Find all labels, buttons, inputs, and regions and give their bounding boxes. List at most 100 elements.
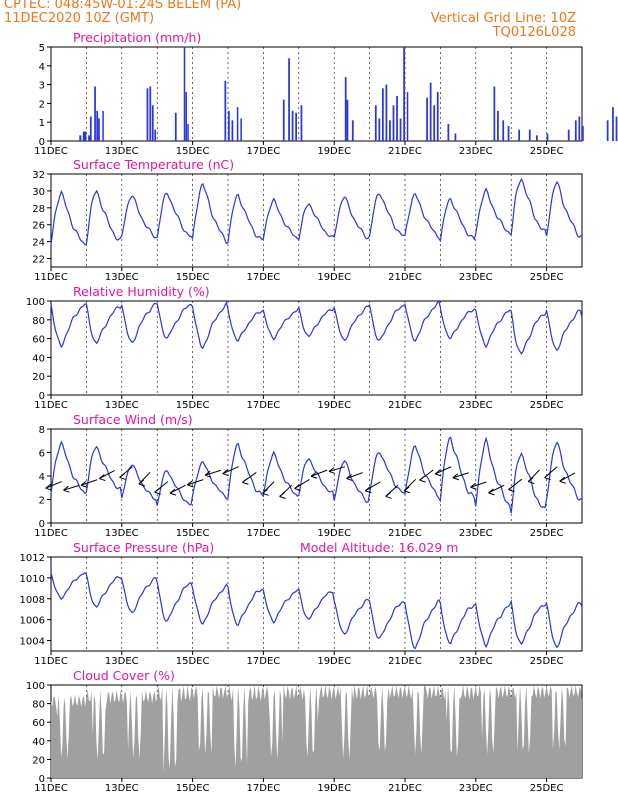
precip-bar	[351, 120, 354, 141]
wind-arrow-head	[154, 487, 161, 495]
y-tick-label: 22	[32, 255, 45, 266]
precip-bar	[102, 110, 104, 141]
x-tick-label: 23DEC	[459, 146, 493, 157]
precip-bar	[535, 135, 538, 141]
wind-arrow	[204, 469, 222, 476]
precip-bar	[497, 110, 499, 141]
precip-bar	[240, 118, 242, 141]
model-altitude-note: Model Altitude: 16.029 m	[300, 540, 458, 555]
precip-bar	[82, 131, 87, 141]
precip-bar	[151, 105, 154, 141]
panel-frame-4	[50, 556, 583, 652]
precip-bar	[98, 118, 100, 141]
x-tick-label: 17DEC	[247, 146, 281, 157]
precip-bar	[79, 135, 82, 141]
x-tick-label: 19DEC	[317, 783, 351, 794]
y-tick-label: 28	[32, 204, 45, 215]
wind-arrow	[452, 472, 469, 479]
precip-bar	[88, 135, 91, 141]
wind-arrow	[310, 469, 328, 477]
panel-frame-2	[50, 300, 583, 396]
x-tick-label: 21DEC	[388, 783, 422, 794]
x-tick-label: 11DEC	[34, 146, 68, 157]
x-tick-label: 19DEC	[317, 528, 351, 539]
y-tick-label: 8	[39, 425, 45, 436]
y-tick-label: 1006	[20, 616, 45, 627]
wind-arrow-head	[119, 473, 126, 480]
x-tick-label: 11DEC	[34, 783, 68, 794]
x-tick-label: 11DEC	[34, 272, 68, 283]
precip-bar	[146, 88, 149, 141]
precip-bar	[385, 84, 388, 141]
wind-arrow-head	[488, 488, 495, 496]
precip-bar	[454, 133, 457, 141]
precip-bar	[436, 92, 439, 141]
cloud-cover-area	[51, 685, 582, 778]
series-line-2	[50, 299, 583, 356]
wind-arrow-head	[63, 485, 70, 493]
precip-bar	[374, 105, 377, 141]
panel-frame-0	[50, 46, 583, 142]
wind-arrow	[63, 484, 80, 491]
precip-bar	[346, 99, 349, 141]
precip-bar	[582, 125, 584, 141]
x-tick-label: 19DEC	[317, 272, 351, 283]
wind-arrow	[45, 481, 62, 489]
station-header-line1: CPTEC: 048:45W-01:24S BELEM (PA)	[4, 0, 242, 12]
x-tick-label: 11DEC	[34, 400, 68, 411]
x-tick-label: 17DEC	[247, 656, 281, 667]
y-tick-label: 1010	[20, 574, 45, 585]
precip-bar	[606, 120, 609, 141]
precip-bar	[396, 95, 398, 141]
y-tick-label: 3	[39, 81, 45, 92]
precip-bar	[236, 107, 239, 141]
y-tick-label: 2	[39, 99, 45, 110]
x-tick-label: 11DEC	[34, 528, 68, 539]
wind-arrow	[559, 472, 576, 482]
model-id: TQ0126L028	[492, 25, 576, 40]
precip-bar	[300, 105, 303, 141]
panel-frame-1	[50, 173, 583, 268]
wind-arrow-head	[204, 470, 212, 478]
precip-bar	[224, 80, 227, 141]
precip-bar	[381, 88, 384, 141]
y-tick-label: 60	[32, 718, 45, 729]
y-tick-label: 0	[39, 519, 45, 530]
wind-arrow-head	[434, 469, 442, 477]
x-tick-label: 13DEC	[105, 146, 139, 157]
panel-title-5: Cloud Cover (%)	[73, 668, 175, 683]
y-tick-label: 60	[32, 335, 45, 346]
precip-bar	[228, 110, 230, 141]
wind-arrow-head	[310, 471, 318, 479]
y-tick-label: 40	[32, 737, 45, 748]
panel-title-1: Surface Temperature (nC)	[73, 157, 234, 172]
precip-bar	[288, 58, 290, 141]
x-tick-label: 21DEC	[388, 146, 422, 157]
precip-bar	[231, 120, 234, 141]
precip-bar	[149, 86, 152, 141]
x-tick-label: 21DEC	[388, 272, 422, 283]
precip-bar	[518, 129, 521, 141]
precip-bar	[447, 124, 450, 141]
precip-bar	[389, 120, 391, 141]
wind-arrow-head	[242, 477, 249, 485]
wind-arrow	[346, 472, 363, 480]
precip-bar	[291, 110, 294, 141]
precip-bar	[493, 86, 496, 141]
x-tick-label: 19DEC	[317, 656, 351, 667]
wind-arrow-head	[99, 474, 106, 482]
x-tick-label: 15DEC	[176, 272, 210, 283]
wind-arrow-head	[279, 492, 286, 500]
wind-arrow	[488, 484, 505, 494]
precip-bar	[429, 82, 432, 141]
run-date-header: 11DEC2020 10Z (GMT)	[4, 11, 155, 26]
panel-title-0: Precipitation (mm/h)	[73, 30, 201, 45]
wind-arrow-head	[346, 474, 353, 482]
wind-arrow	[169, 484, 186, 494]
x-tick-label: 23DEC	[459, 272, 493, 283]
wind-arrow	[80, 479, 98, 486]
x-tick-label: 15DEC	[176, 783, 210, 794]
precip-bar	[612, 107, 614, 141]
precip-bar	[89, 116, 92, 141]
